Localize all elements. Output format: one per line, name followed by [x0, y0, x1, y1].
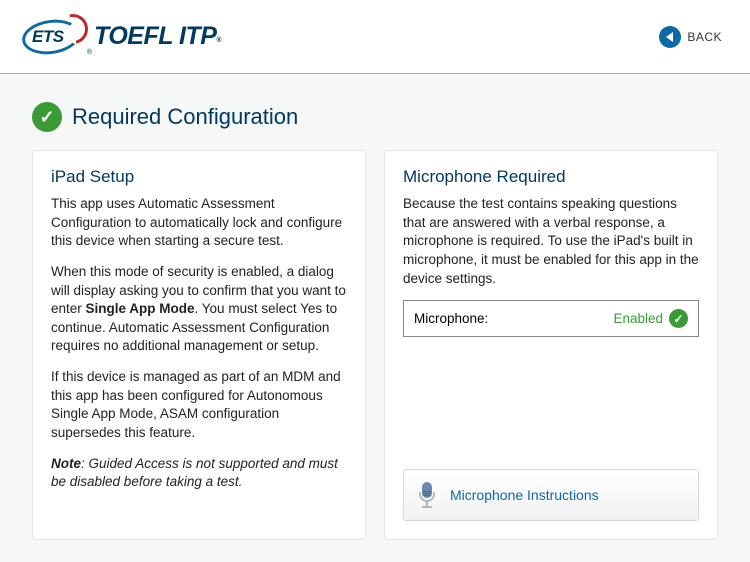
logo: ETS ® TOEFL ITP®	[22, 16, 221, 58]
back-arrow-icon	[659, 26, 681, 48]
page-title: Required Configuration	[72, 104, 298, 130]
product-name: TOEFL ITP®	[94, 22, 221, 51]
ets-logo-icon: ETS ®	[22, 16, 84, 58]
cards-container: iPad Setup This app uses Automatic Asses…	[32, 150, 718, 540]
microphone-instructions-button[interactable]: Microphone Instructions	[403, 469, 699, 521]
note-paragraph: Note: Guided Access is not supported and…	[51, 455, 347, 492]
page-title-row: ✓ Required Configuration	[32, 102, 718, 132]
microphone-status-value: Enabled ✓	[613, 309, 688, 328]
registered-mark: ®	[216, 37, 221, 44]
check-circle-icon: ✓	[669, 309, 688, 328]
card-title: iPad Setup	[51, 167, 347, 187]
paragraph: Because the test contains speaking quest…	[403, 195, 699, 288]
back-button[interactable]: BACK	[659, 26, 722, 48]
content: ✓ Required Configuration iPad Setup This…	[0, 74, 750, 540]
paragraph: If this device is managed as part of an …	[51, 368, 347, 443]
instructions-label: Microphone Instructions	[450, 487, 599, 503]
microphone-status-row: Microphone: Enabled ✓	[403, 300, 699, 337]
microphone-label: Microphone:	[414, 311, 488, 326]
ets-logo-text: ETS	[32, 27, 64, 47]
paragraph: When this mode of security is enabled, a…	[51, 263, 347, 356]
check-circle-icon: ✓	[32, 102, 62, 132]
card-title: Microphone Required	[403, 167, 699, 187]
ipad-setup-card: iPad Setup This app uses Automatic Asses…	[32, 150, 366, 540]
back-label: BACK	[687, 30, 722, 44]
microphone-icon	[418, 482, 436, 508]
microphone-card: Microphone Required Because the test con…	[384, 150, 718, 540]
header: ETS ® TOEFL ITP® BACK	[0, 0, 750, 74]
paragraph: This app uses Automatic Assessment Confi…	[51, 195, 347, 251]
registered-mark: ®	[87, 49, 92, 56]
